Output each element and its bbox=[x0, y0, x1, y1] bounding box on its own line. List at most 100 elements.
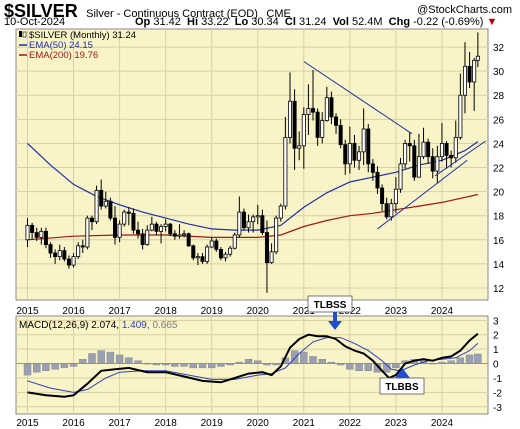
candle-body bbox=[462, 65, 467, 96]
candle-body bbox=[297, 145, 302, 149]
candle-body bbox=[209, 240, 214, 248]
candle-body bbox=[398, 163, 403, 190]
candle-body bbox=[62, 250, 67, 260]
candle-body bbox=[163, 223, 168, 227]
macd-x-tick-label: 2020 bbox=[247, 418, 270, 429]
candle-body bbox=[89, 217, 94, 223]
macd-histogram-bar bbox=[198, 363, 207, 369]
macd-x-tick-label: 2023 bbox=[385, 418, 408, 429]
candle-body bbox=[380, 187, 385, 205]
ema200-line bbox=[27, 193, 479, 241]
price-legend-entry: EMA(50) 24.15 bbox=[29, 40, 93, 51]
candle-body bbox=[76, 245, 81, 258]
macd-histogram-bar bbox=[79, 359, 87, 364]
title-row: $SILVER Silver - Continuous Contract (EO… bbox=[4, 1, 291, 22]
candle-body bbox=[283, 136, 288, 207]
candle-body bbox=[435, 156, 440, 172]
macd-histogram-bar bbox=[161, 363, 170, 366]
candle-body bbox=[292, 100, 297, 149]
macd-x-tick-label: 2016 bbox=[62, 418, 85, 429]
macd-histogram-bar bbox=[115, 354, 124, 364]
macd-histogram-bar bbox=[254, 360, 262, 364]
candle-body bbox=[186, 233, 191, 247]
legend-swatch bbox=[22, 31, 27, 38]
macd-histogram-bar bbox=[226, 363, 234, 366]
macd-histogram-bar bbox=[180, 363, 188, 367]
macd-x-tick-label: 2024 bbox=[431, 418, 454, 429]
price-y-tick-label: 28 bbox=[493, 91, 505, 102]
ema50-line bbox=[27, 141, 479, 231]
candle-body bbox=[430, 156, 435, 172]
price-x-tick-label: 2023 bbox=[385, 306, 408, 317]
candle-body bbox=[168, 223, 173, 235]
candle-body bbox=[366, 128, 371, 165]
macd-y-tick-label: 0 bbox=[493, 360, 499, 371]
candle-body bbox=[195, 256, 200, 259]
macd-histogram-bar bbox=[69, 363, 78, 367]
candle-body bbox=[458, 94, 463, 138]
macd-histogram-bar bbox=[327, 361, 336, 364]
price-y-tick-label: 26 bbox=[493, 115, 505, 126]
candle-body bbox=[352, 143, 357, 161]
candle-body bbox=[53, 252, 58, 258]
candle-body bbox=[357, 151, 362, 161]
uptrend-line-2 bbox=[434, 140, 486, 177]
candle-body bbox=[191, 245, 196, 259]
macd-histogram-bar bbox=[33, 363, 41, 373]
macd-histogram-bar bbox=[134, 360, 142, 364]
candle-body bbox=[426, 141, 431, 158]
down-arrow-icon bbox=[328, 312, 342, 330]
macd-x-tick-label: 2021 bbox=[293, 418, 316, 429]
candle-body bbox=[370, 163, 375, 173]
macd-x-tick-label: 2019 bbox=[201, 418, 224, 429]
macd-histogram-bar bbox=[272, 363, 280, 366]
candle-body bbox=[34, 232, 39, 238]
candle-body bbox=[264, 232, 269, 264]
candle-body bbox=[241, 211, 246, 229]
candle-body bbox=[343, 144, 348, 165]
macd-histogram-bar bbox=[309, 356, 317, 364]
macd-histogram-bar bbox=[346, 363, 354, 370]
macd-histogram-bar bbox=[465, 354, 474, 364]
candle-body bbox=[467, 65, 472, 83]
candle-body bbox=[278, 205, 283, 219]
annotation-box bbox=[379, 377, 425, 395]
candle-body bbox=[131, 212, 136, 231]
close-value: 31.24 bbox=[298, 16, 327, 28]
macd-histogram-bar bbox=[290, 350, 299, 364]
low-value: 30.34 bbox=[251, 16, 279, 28]
candle-body bbox=[172, 233, 177, 237]
candle-body bbox=[25, 224, 30, 241]
candle-body bbox=[205, 246, 210, 262]
macd-legend: MACD(12,26,9) 2.074, 1.409, 0.665 bbox=[19, 320, 178, 331]
candle-body bbox=[324, 97, 329, 121]
candle-body bbox=[251, 216, 256, 223]
macd-legend-prefix: MACD(12,26,9) bbox=[19, 320, 91, 331]
annotation-label: TLBSS bbox=[314, 300, 347, 311]
candle-body bbox=[177, 234, 182, 237]
candle-body bbox=[334, 116, 339, 126]
candle-body bbox=[269, 251, 274, 264]
candle-body bbox=[475, 55, 480, 61]
price-y-tick-label: 24 bbox=[493, 139, 505, 150]
volume-value: 52.4M bbox=[351, 16, 383, 28]
price-panel-bg bbox=[15, 28, 489, 301]
candle-body bbox=[453, 136, 458, 159]
macd-histogram-bar bbox=[364, 363, 372, 371]
candle-body bbox=[320, 120, 325, 138]
candle-body bbox=[260, 215, 265, 233]
macd-y-tick-label: 1 bbox=[493, 345, 499, 356]
candle-body bbox=[108, 200, 113, 219]
price-y-tick-label: 32 bbox=[493, 43, 505, 54]
close-label: Cl bbox=[284, 16, 296, 28]
open-label: Op bbox=[135, 16, 151, 28]
candle-body bbox=[301, 114, 306, 147]
candle-body bbox=[200, 256, 205, 262]
candle-body bbox=[228, 247, 233, 255]
candle-body bbox=[403, 143, 408, 165]
macd-histogram-bar bbox=[152, 363, 161, 366]
macd-histogram-bar bbox=[42, 363, 50, 371]
candle-body bbox=[113, 217, 118, 238]
candle-body bbox=[338, 124, 343, 146]
